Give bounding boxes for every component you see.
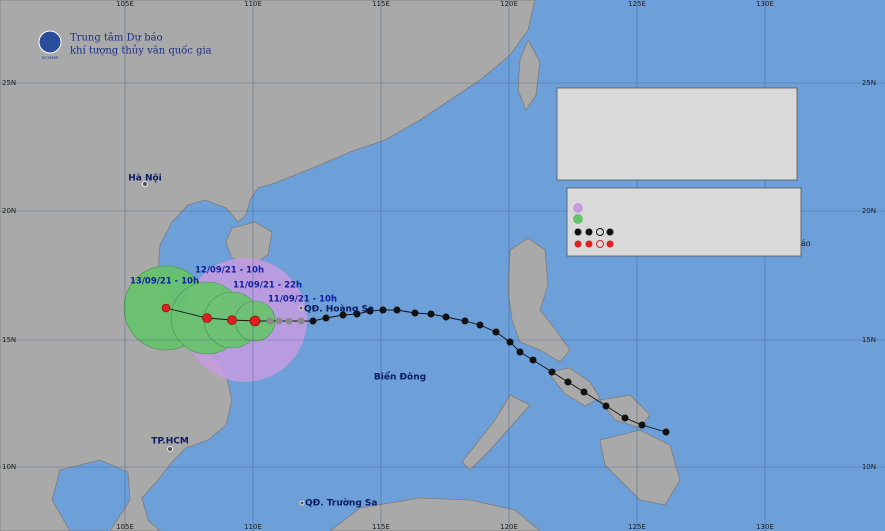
place-label: Biển Đông: [374, 371, 426, 383]
logo-text: NCHMF: [42, 55, 59, 60]
lat-label-right: 25N: [862, 79, 876, 87]
recent-positions: [266, 317, 305, 325]
track-label: 13/09/21 - 10h: [130, 277, 199, 287]
lon-label-top: 115E: [372, 0, 390, 8]
header-line: Trung tâm Dự báo: [70, 33, 163, 44]
lon-label-top: 125E: [628, 0, 646, 8]
lon-label-bottom: 125E: [628, 523, 646, 531]
logo: [38, 30, 62, 54]
lon-label-bottom: 105E: [116, 523, 134, 531]
lon-label-top: 120E: [500, 0, 518, 8]
place-label: TP.HCM: [151, 437, 189, 447]
lat-label-left: 10N: [2, 463, 16, 471]
place-label: QĐ. Hoàng Sa: [304, 305, 374, 315]
track-label: 11/09/21 - 10h: [268, 295, 337, 305]
lon-label-bottom: 110E: [244, 523, 262, 531]
header-line: khí tượng thủy văn quốc gia: [70, 46, 212, 57]
lat-label-left: 15N: [2, 336, 16, 344]
lon-label-top: 110E: [244, 0, 262, 8]
lat-label-right: 20N: [862, 207, 876, 215]
place-label: Hà Nội: [128, 174, 162, 184]
track-label: 11/09/21 - 22h: [233, 281, 302, 291]
bulletin-box: [556, 87, 798, 181]
lon-label-bottom: 115E: [372, 523, 390, 531]
lon-label-top: 105E: [116, 0, 134, 8]
place-markers: [142, 181, 305, 506]
lat-label-right: 10N: [862, 463, 876, 471]
lat-label-right: 15N: [862, 336, 876, 344]
forecast-positions: [161, 303, 261, 327]
lat-label-left: 20N: [2, 207, 16, 215]
lon-label-top: 130E: [756, 0, 774, 8]
lon-label-bottom: 130E: [756, 523, 774, 531]
legend-box: [566, 187, 802, 257]
legend-icons: [573, 203, 614, 248]
lat-label-left: 25N: [2, 79, 16, 87]
track-label: 12/09/21 - 10h: [195, 266, 264, 276]
place-label: QĐ. Trường Sa: [305, 498, 377, 509]
past-positions: [309, 306, 670, 436]
lon-label-bottom: 120E: [500, 523, 518, 531]
